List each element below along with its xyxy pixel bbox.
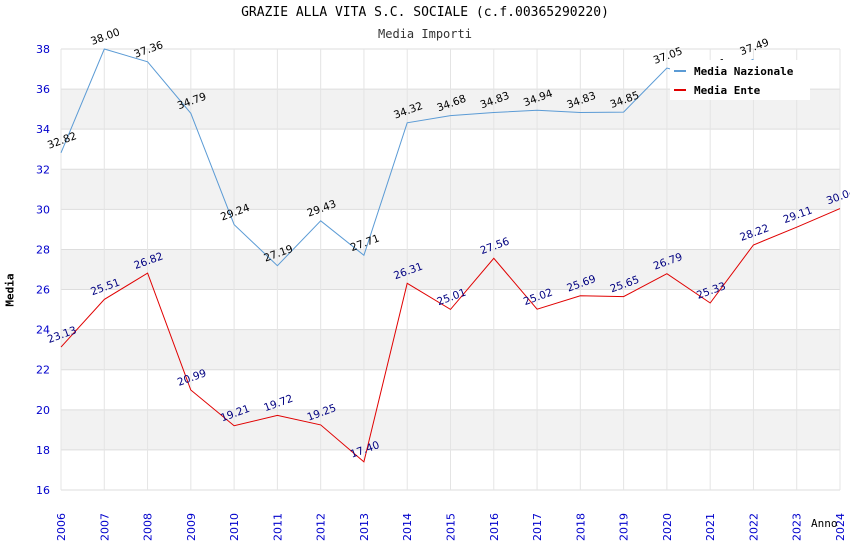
legend-swatch-media-ente <box>674 89 686 91</box>
y-tick-label: 26 <box>36 284 50 297</box>
x-tick-label: 2010 <box>228 513 241 541</box>
y-axis-label: Media <box>3 273 17 307</box>
data-point-media-ente <box>709 301 712 304</box>
data-point-media-nazionale <box>146 60 149 63</box>
y-tick-label: 22 <box>36 364 50 377</box>
data-point-media-ente <box>492 257 495 260</box>
legend-item-media-nazionale: Media Nazionale <box>674 64 793 78</box>
data-point-media-ente <box>795 226 798 229</box>
data-point-media-ente <box>449 308 452 311</box>
series-line-media-nazionale <box>60 48 754 267</box>
y-tick-label: 36 <box>36 83 50 96</box>
x-tick-label: 2014 <box>401 513 414 541</box>
data-point-media-nazionale <box>233 223 236 226</box>
data-point-media-nazionale <box>622 111 625 114</box>
legend: Media Nazionale Media Ente <box>670 60 810 100</box>
data-point-media-ente <box>406 282 409 285</box>
x-tick-label: 2011 <box>271 513 284 541</box>
data-point-media-ente <box>622 295 625 298</box>
data-point-media-ente <box>536 308 539 311</box>
x-tick-label: 2015 <box>445 513 458 541</box>
x-tick-label: 2006 <box>55 513 68 541</box>
x-axis-label: Anno <box>811 517 838 530</box>
x-tick-label: 2018 <box>574 513 587 541</box>
x-tick-label: 2012 <box>315 513 328 541</box>
y-tick-label: 16 <box>36 484 50 497</box>
chart-title: GRAZIE ALLA VITA S.C. SOCIALE (c.f.00365… <box>241 5 609 20</box>
x-tick-label: 2007 <box>98 513 111 541</box>
data-point-media-ente <box>276 414 279 417</box>
data-point-media-nazionale <box>579 111 582 114</box>
data-point-media-ente <box>579 294 582 297</box>
data-point-media-nazionale <box>665 67 668 70</box>
data-label-media-ente: 28.22 <box>738 222 770 244</box>
x-tick-label: 2013 <box>358 513 371 541</box>
data-point-media-ente <box>752 244 755 247</box>
y-tick-label: 24 <box>36 324 50 337</box>
data-point-media-nazionale <box>406 121 409 124</box>
data-point-media-ente <box>60 346 63 349</box>
x-tick-label: 2016 <box>488 513 501 541</box>
data-point-media-nazionale <box>276 264 279 267</box>
data-point-media-ente <box>233 424 236 427</box>
data-label-media-nazionale: 32.82 <box>46 130 78 152</box>
x-tick-label: 2020 <box>661 513 674 541</box>
data-point-media-ente <box>319 423 322 426</box>
x-tick-label: 2024 <box>834 513 847 541</box>
y-tick-label: 30 <box>36 203 50 216</box>
data-point-media-ente <box>665 272 668 275</box>
data-point-media-nazionale <box>103 48 106 51</box>
x-tick-label: 2008 <box>142 513 155 541</box>
data-point-media-nazionale <box>536 109 539 112</box>
legend-swatch-media-nazionale <box>674 70 686 72</box>
x-tick-label: 2009 <box>185 513 198 541</box>
data-label-media-nazionale: 37.36 <box>132 39 165 61</box>
data-point-media-nazionale <box>492 111 495 114</box>
x-tick-label: 2023 <box>791 513 804 541</box>
data-point-media-nazionale <box>319 219 322 222</box>
data-label-media-ente: 20.99 <box>176 367 208 389</box>
x-tick-label: 2019 <box>618 513 631 541</box>
data-point-media-nazionale <box>362 254 365 257</box>
y-tick-label: 32 <box>36 163 50 176</box>
y-tick-label: 18 <box>36 444 50 457</box>
y-tick-label: 34 <box>36 123 50 136</box>
x-tick-label: 2017 <box>531 513 544 541</box>
data-point-media-nazionale <box>449 114 452 117</box>
y-tick-label: 28 <box>36 243 50 256</box>
data-point-media-ente <box>362 460 365 463</box>
chart-subtitle: Media Importi <box>378 27 472 41</box>
series-line-media-ente <box>60 208 841 463</box>
data-point-media-ente <box>189 388 192 391</box>
x-tick-label: 2021 <box>704 513 717 541</box>
legend-item-media-ente: Media Ente <box>674 83 760 97</box>
data-point-media-ente <box>839 207 842 210</box>
data-point-media-ente <box>103 298 106 301</box>
legend-label-media-ente: Media Ente <box>694 83 761 97</box>
y-tick-label: 38 <box>36 43 50 56</box>
legend-label-media-nazionale: Media Nazionale <box>694 64 794 78</box>
data-point-media-ente <box>146 272 149 275</box>
y-tick-label: 20 <box>36 404 50 417</box>
data-point-media-nazionale <box>60 151 63 154</box>
data-point-media-nazionale <box>189 112 192 115</box>
x-tick-label: 2022 <box>747 513 760 541</box>
